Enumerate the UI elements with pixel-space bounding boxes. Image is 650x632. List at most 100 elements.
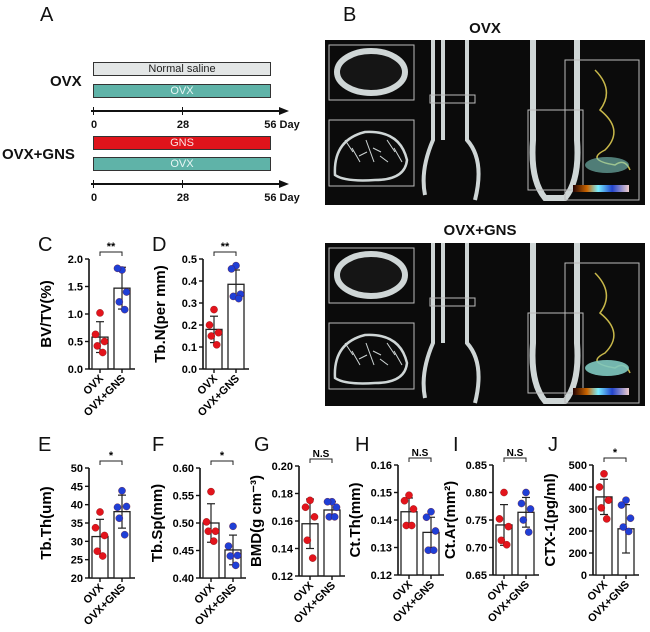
significance-bracket — [213, 251, 237, 256]
y-tick-label: 0.2 — [182, 320, 197, 332]
y-tick-label: 0.85 — [466, 460, 487, 472]
data-point — [624, 527, 633, 536]
data-point — [597, 504, 606, 512]
trabecula — [365, 139, 375, 163]
y-axis-label: Ct.Ar(mm²) — [442, 481, 459, 559]
data-point — [330, 513, 339, 521]
significance-bracket — [603, 457, 627, 462]
data-point — [323, 498, 332, 506]
y-tick-label: 40 — [71, 500, 83, 512]
y-tick-label: 0.65 — [466, 570, 487, 582]
data-point — [231, 561, 240, 570]
trabecular-3d-dense — [585, 157, 629, 173]
roi-box — [429, 94, 476, 104]
significance-bracket — [210, 460, 234, 465]
y-tick-label: 35 — [71, 518, 83, 530]
trabecula — [386, 342, 396, 356]
trabecula — [344, 139, 354, 153]
trabecula — [372, 147, 382, 153]
data-point — [233, 551, 242, 560]
trabecula — [358, 151, 368, 157]
data-point — [619, 523, 628, 531]
data-point — [602, 515, 611, 523]
panel-letter-d: D — [152, 234, 167, 256]
trabecular-3d-dense — [585, 360, 629, 376]
trabecula — [358, 354, 368, 360]
data-point — [227, 265, 236, 273]
inset-frame — [328, 322, 415, 390]
tick — [93, 107, 94, 115]
y-tick-label: 0.80 — [466, 488, 487, 500]
data-point — [93, 342, 102, 350]
data-point — [214, 328, 223, 337]
data-point — [626, 514, 635, 522]
data-point — [310, 513, 319, 521]
inset-frame — [328, 247, 415, 304]
trabecula — [351, 350, 361, 366]
y-tick-label: 1.5 — [68, 282, 83, 294]
arrow-icon — [279, 180, 289, 188]
timeline-bar-ovx: OVX — [93, 157, 271, 171]
y-tick-label: 0.70 — [466, 543, 487, 555]
femur-long-section — [421, 40, 481, 201]
group-label-ovx: OVX — [50, 73, 82, 90]
timeline-bar-ovx: OVX — [93, 84, 271, 98]
data-point — [122, 502, 131, 511]
data-point — [115, 514, 124, 522]
cortical-section — [334, 48, 408, 96]
tick — [182, 180, 183, 188]
data-point — [234, 294, 243, 303]
data-point — [301, 503, 310, 512]
data-point — [604, 496, 613, 504]
trabecula — [379, 358, 389, 366]
bar-ovx-gns — [323, 509, 341, 577]
data-point — [524, 528, 533, 536]
y-tick-label: 0.1 — [182, 342, 197, 354]
data-point — [495, 515, 504, 523]
tick-label: 0 — [90, 119, 98, 131]
data-point — [96, 309, 104, 317]
timeline-bar-gns: GNS — [93, 136, 271, 150]
data-point — [332, 503, 341, 512]
y-tick-label: 0.5 — [68, 337, 83, 349]
trabecular-3d — [594, 69, 631, 171]
data-point — [122, 288, 131, 296]
y-tick-label: 0.14 — [272, 544, 294, 556]
trabecula — [344, 342, 354, 356]
data-point — [209, 537, 218, 545]
trabecula — [372, 350, 382, 356]
data-point — [526, 505, 535, 513]
femur-long-section — [421, 243, 481, 404]
y-tick-label: 0.16 — [371, 460, 392, 472]
data-point — [210, 305, 218, 314]
y-tick-label: 0.13 — [371, 543, 392, 555]
timeline-axis — [91, 183, 281, 185]
significance-label: N.S — [412, 448, 429, 459]
tick-label: 28 — [176, 192, 190, 204]
timeline-axis — [91, 110, 281, 112]
data-point — [115, 298, 124, 306]
data-point — [113, 503, 122, 511]
y-tick-label: 0.16 — [272, 516, 293, 528]
y-tick-label: 0.0 — [68, 364, 83, 376]
data-point — [120, 305, 129, 314]
y-tick-label: 300 — [569, 504, 587, 516]
y-tick-label: 0.15 — [371, 488, 392, 500]
trabecular-section — [333, 333, 409, 385]
y-tick-label: 0.4 — [182, 276, 198, 288]
panel-letter-a: A — [40, 4, 54, 26]
data-point — [600, 470, 608, 478]
data-point — [113, 264, 122, 273]
panel-letter-i: I — [453, 434, 459, 456]
trabecula — [379, 155, 389, 163]
data-point — [427, 508, 435, 516]
data-point — [306, 496, 314, 505]
data-point — [207, 332, 216, 340]
data-point — [500, 488, 508, 497]
data-point — [211, 527, 220, 536]
y-tick-label: 0 — [581, 570, 587, 582]
